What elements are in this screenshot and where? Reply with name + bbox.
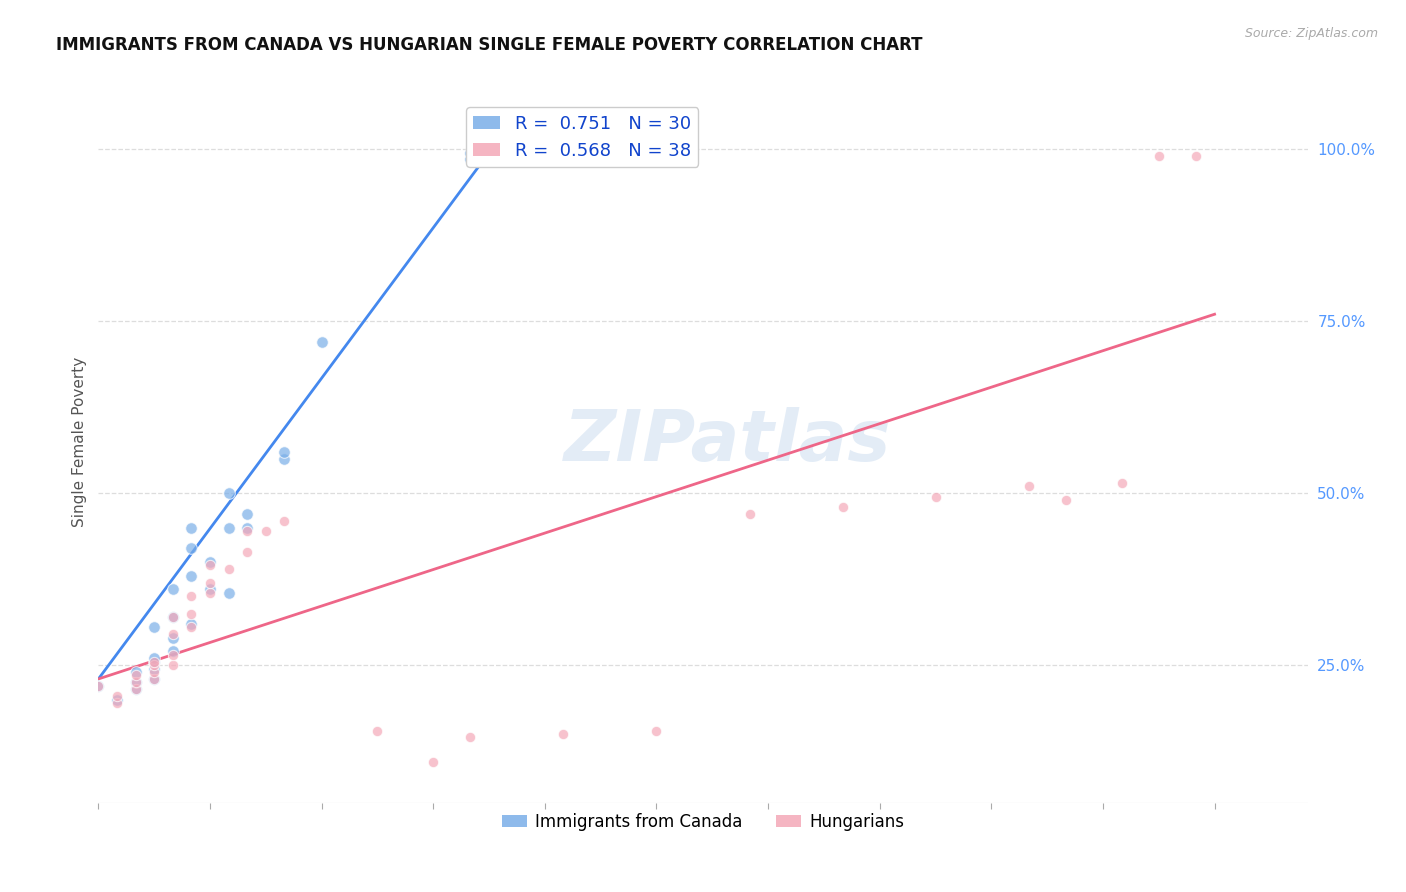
Point bbox=[180, 620, 202, 634]
Point bbox=[236, 520, 259, 534]
Point bbox=[924, 490, 946, 504]
Point bbox=[236, 507, 259, 521]
Point bbox=[105, 692, 128, 706]
Point bbox=[162, 610, 184, 624]
Legend: Immigrants from Canada, Hungarians: Immigrants from Canada, Hungarians bbox=[495, 806, 911, 838]
Point bbox=[180, 607, 202, 621]
Point bbox=[218, 562, 240, 576]
Point bbox=[218, 586, 240, 600]
Point bbox=[162, 648, 184, 662]
Point bbox=[460, 153, 482, 167]
Point bbox=[273, 451, 295, 466]
Point bbox=[198, 555, 221, 569]
Point bbox=[143, 665, 166, 679]
Point bbox=[273, 514, 295, 528]
Point bbox=[143, 658, 166, 673]
Point bbox=[180, 568, 202, 582]
Text: Source: ZipAtlas.com: Source: ZipAtlas.com bbox=[1244, 27, 1378, 40]
Point bbox=[180, 590, 202, 604]
Point bbox=[180, 520, 202, 534]
Point bbox=[198, 575, 221, 590]
Point bbox=[460, 731, 482, 745]
Y-axis label: Single Female Poverty: Single Female Poverty bbox=[72, 357, 87, 526]
Point bbox=[143, 662, 166, 676]
Point bbox=[254, 524, 277, 538]
Point bbox=[236, 524, 259, 538]
Point bbox=[143, 672, 166, 686]
Point bbox=[105, 696, 128, 710]
Point bbox=[311, 334, 333, 349]
Point bbox=[162, 582, 184, 597]
Point bbox=[162, 631, 184, 645]
Point bbox=[198, 582, 221, 597]
Point bbox=[143, 655, 166, 669]
Point bbox=[460, 145, 482, 160]
Point bbox=[143, 620, 166, 634]
Point bbox=[366, 723, 388, 738]
Point bbox=[87, 679, 110, 693]
Point bbox=[124, 682, 146, 697]
Point bbox=[198, 586, 221, 600]
Point bbox=[124, 675, 146, 690]
Point bbox=[162, 627, 184, 641]
Text: IMMIGRANTS FROM CANADA VS HUNGARIAN SINGLE FEMALE POVERTY CORRELATION CHART: IMMIGRANTS FROM CANADA VS HUNGARIAN SING… bbox=[56, 36, 922, 54]
Point bbox=[1018, 479, 1040, 493]
Point bbox=[236, 544, 259, 558]
Point bbox=[180, 541, 202, 556]
Point bbox=[162, 644, 184, 658]
Point bbox=[124, 682, 146, 697]
Point bbox=[422, 755, 444, 769]
Point bbox=[162, 610, 184, 624]
Point bbox=[1185, 149, 1208, 163]
Text: ZIPatlas: ZIPatlas bbox=[564, 407, 891, 476]
Point bbox=[218, 520, 240, 534]
Point bbox=[1147, 149, 1170, 163]
Point bbox=[124, 665, 146, 679]
Point bbox=[124, 675, 146, 690]
Point bbox=[87, 679, 110, 693]
Point bbox=[831, 500, 853, 514]
Point bbox=[198, 558, 221, 573]
Point bbox=[738, 507, 761, 521]
Point bbox=[143, 672, 166, 686]
Point bbox=[218, 486, 240, 500]
Point bbox=[162, 658, 184, 673]
Point bbox=[553, 727, 575, 741]
Point bbox=[143, 655, 166, 669]
Point bbox=[105, 689, 128, 703]
Point bbox=[645, 723, 668, 738]
Point bbox=[143, 651, 166, 665]
Point bbox=[1054, 493, 1077, 508]
Point bbox=[273, 445, 295, 459]
Point bbox=[1111, 475, 1133, 490]
Point bbox=[124, 668, 146, 682]
Point bbox=[180, 616, 202, 631]
